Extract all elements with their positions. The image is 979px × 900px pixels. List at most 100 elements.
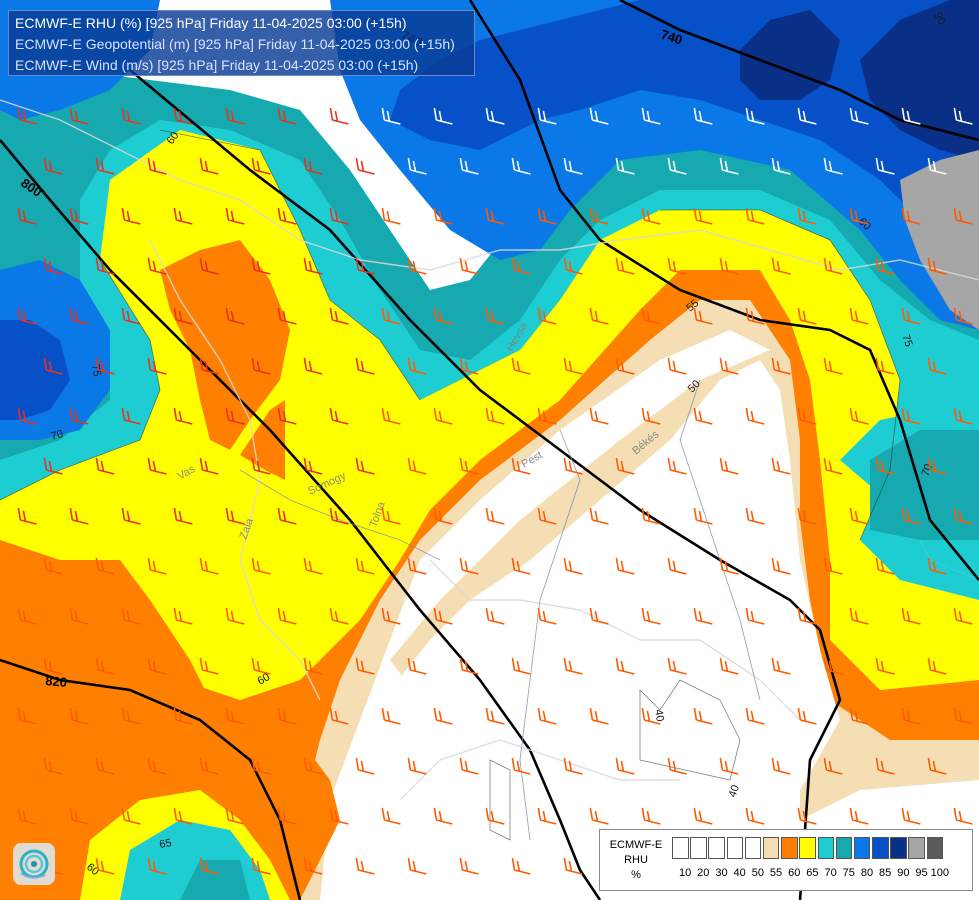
wind-barb (693, 607, 713, 625)
geopotential-label-820: 820 (45, 673, 68, 690)
legend-swatch (672, 837, 689, 859)
wind-barb (277, 207, 297, 225)
wind-barb (459, 857, 479, 875)
wind-barb (875, 557, 895, 575)
wind-barb (641, 707, 661, 725)
legend-swatch (853, 837, 871, 859)
wind-barb (225, 507, 245, 525)
wind-barb (485, 507, 505, 525)
wind-barb (329, 507, 349, 525)
wind-barb (641, 107, 661, 125)
wind-barb (459, 257, 479, 275)
legend-level-label: 50 (751, 867, 764, 879)
wind-barb (771, 457, 791, 475)
wind-barb (641, 207, 661, 225)
wind-barb (693, 707, 713, 725)
legend-swatch (762, 837, 780, 859)
wind-barb (121, 707, 141, 725)
wind-barb (485, 407, 505, 425)
wind-barb (17, 807, 37, 825)
wind-barb (121, 807, 141, 825)
rhu-label-90: 90 (931, 11, 948, 28)
wind-barb (485, 807, 505, 825)
wind-barb (69, 407, 89, 425)
wind-barb (199, 557, 219, 575)
legend-swatch (690, 837, 707, 859)
wind-barb (121, 407, 141, 425)
legend-level-label: 70 (824, 867, 837, 879)
wind-barb (303, 557, 323, 575)
wind-barb (407, 357, 427, 375)
wind-barb (745, 807, 765, 825)
wind-barb (563, 857, 583, 875)
wind-barb (797, 307, 817, 325)
wind-barb (69, 507, 89, 525)
legend-swatch (799, 837, 816, 859)
wind-barb (381, 607, 401, 625)
legend-level-label: 85 (879, 867, 892, 879)
wind-barb (17, 107, 37, 125)
wind-barb (303, 657, 323, 675)
wind-barb (927, 557, 947, 575)
wind-barb (277, 307, 297, 325)
wind-barb (147, 757, 167, 775)
wind-barb (69, 307, 89, 325)
wind-barb (927, 457, 947, 475)
wind-barb (43, 157, 63, 175)
rhu-label-70: 70 (50, 428, 65, 443)
wind-barb (173, 607, 193, 625)
legend-swatch (726, 837, 744, 859)
wind-barb (927, 257, 947, 275)
wind-barb (433, 507, 453, 525)
wind-barb (875, 357, 895, 375)
wind-barb (537, 707, 557, 725)
wind-barb (199, 457, 219, 475)
wind-barb (95, 457, 115, 475)
title-line-rhu: ECMWF-E RHU (%) [925 hPa] Friday 11-04-2… (15, 15, 407, 31)
wind-barb (43, 257, 63, 275)
wind-barb (927, 757, 947, 775)
wind-barb (95, 357, 115, 375)
legend-level-label: 10 (678, 867, 692, 879)
wind-barb (277, 507, 297, 525)
wind-barb (927, 657, 947, 675)
wind-barb (667, 257, 687, 275)
wind-barb (277, 107, 297, 125)
wind-barb (17, 207, 37, 225)
wind-barb (329, 307, 349, 325)
wind-barb (641, 607, 661, 625)
wind-barb (901, 407, 921, 425)
wind-barb (173, 707, 193, 725)
wind-barb (355, 857, 375, 875)
wind-barb (485, 607, 505, 625)
wind-barb (745, 707, 765, 725)
wind-barb (225, 107, 245, 125)
wind-barb (459, 657, 479, 675)
wind-barb (615, 557, 635, 575)
legend-swatch (872, 837, 889, 859)
wind-barb (485, 307, 505, 325)
wind-barb (355, 657, 375, 675)
legend-level-label: 40 (733, 867, 746, 879)
legend-labels: 10 20 30 40 50 55 60 65 70 75 80 85 90 95 100 (676, 867, 949, 879)
wind-barb (745, 307, 765, 325)
legend-swatch (781, 837, 798, 859)
wind-barb (147, 357, 167, 375)
wind-barb (95, 257, 115, 275)
rivers (239, 379, 761, 841)
rhu-low-region (390, 360, 840, 900)
rhu-label-75: 75 (89, 363, 103, 377)
wind-barb (667, 157, 687, 175)
wind-barb (355, 757, 375, 775)
wind-barb (927, 357, 947, 375)
wind-barb (771, 157, 791, 175)
wind-barb (641, 407, 661, 425)
wind-barb (875, 157, 895, 175)
wind-barb (433, 207, 453, 225)
wind-barb (407, 557, 427, 575)
wind-barb (225, 607, 245, 625)
wind-barb (69, 207, 89, 225)
wind-barb (563, 157, 583, 175)
wind-barb (953, 107, 973, 125)
